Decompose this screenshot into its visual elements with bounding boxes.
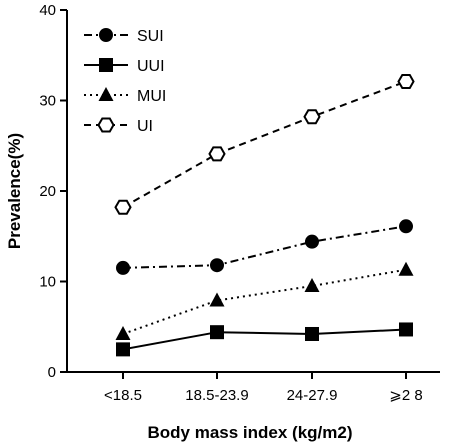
legend-item-ui: UI bbox=[84, 117, 153, 135]
legend-label: UUI bbox=[137, 58, 165, 75]
legend-marker bbox=[99, 28, 113, 42]
x-ticks: <18.5 18.5-23.9 24-27.9 ⩾2 8 bbox=[104, 372, 423, 404]
x-tick-label: 24-27.9 bbox=[287, 387, 338, 404]
series-line-ui bbox=[122, 80, 407, 209]
y-tick-label: 20 bbox=[39, 183, 56, 200]
data-point-sui bbox=[116, 260, 130, 275]
data-point-sui bbox=[210, 258, 224, 273]
y-axis-title: Prevalence(%) bbox=[5, 133, 24, 249]
data-point-sui bbox=[399, 219, 413, 234]
series-layer bbox=[114, 74, 415, 357]
legend-label: SUI bbox=[137, 28, 164, 45]
data-point-ui bbox=[114, 199, 132, 215]
legend-item-mui: MUI bbox=[84, 87, 166, 105]
y-tick-label: 10 bbox=[39, 274, 56, 291]
data-point-uui bbox=[210, 325, 224, 340]
data-point-mui bbox=[115, 325, 131, 340]
series-mui bbox=[115, 261, 414, 340]
legend-marker bbox=[97, 117, 115, 133]
legend-label: UI bbox=[137, 118, 153, 135]
data-point-mui bbox=[398, 261, 414, 276]
legend-marker bbox=[99, 58, 113, 72]
y-tick-label: 40 bbox=[39, 2, 56, 19]
legend: SUI UUI MUI UI bbox=[84, 28, 166, 135]
legend-item-uui: UUI bbox=[84, 58, 165, 75]
series-ui bbox=[114, 74, 415, 215]
data-point-mui bbox=[209, 292, 225, 307]
legend-item-sui: SUI bbox=[84, 28, 164, 45]
series-sui bbox=[116, 219, 413, 275]
series-line-mui bbox=[122, 268, 407, 335]
y-tick-label: 30 bbox=[39, 93, 56, 110]
data-point-uui bbox=[116, 342, 130, 357]
x-tick-label: <18.5 bbox=[104, 387, 142, 404]
x-axis-title: Body mass index (kg/m2) bbox=[147, 423, 352, 442]
x-tick-label: ⩾2 8 bbox=[389, 387, 422, 404]
data-point-ui bbox=[303, 109, 321, 125]
legend-marker bbox=[98, 87, 114, 101]
y-tick-label: 0 bbox=[48, 364, 56, 381]
data-point-uui bbox=[399, 322, 413, 337]
series-line-uui bbox=[122, 328, 407, 351]
series-line-sui bbox=[122, 225, 407, 269]
x-tick-label: 18.5-23.9 bbox=[185, 387, 248, 404]
data-point-mui bbox=[304, 278, 320, 293]
data-point-ui bbox=[208, 146, 226, 162]
data-point-sui bbox=[305, 234, 319, 249]
legend-label: MUI bbox=[137, 88, 166, 105]
data-point-ui bbox=[397, 74, 415, 89]
y-ticks: 0 10 20 30 40 bbox=[39, 2, 67, 381]
data-point-uui bbox=[305, 326, 319, 341]
series-uui bbox=[116, 322, 413, 357]
